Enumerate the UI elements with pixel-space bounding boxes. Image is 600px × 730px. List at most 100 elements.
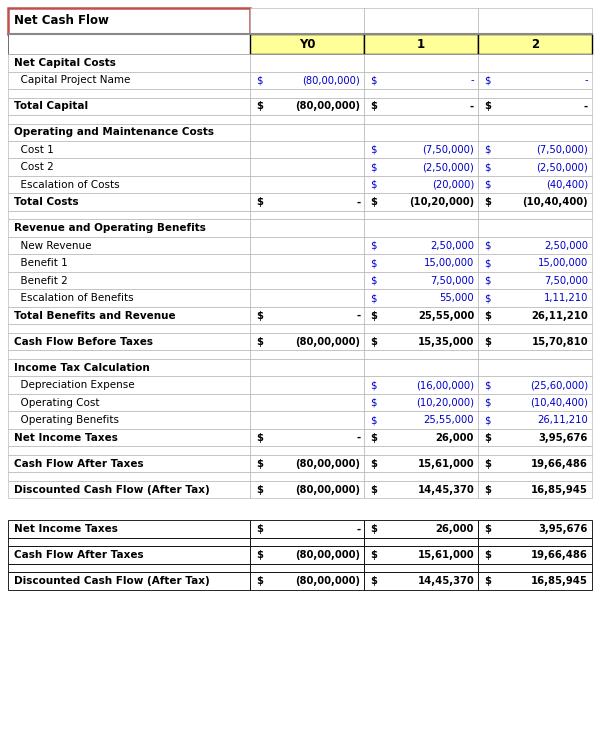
Bar [364, 447, 478, 455]
Text: $: $ [484, 145, 491, 155]
Bar [478, 123, 592, 141]
Text: Cost 2: Cost 2 [14, 162, 54, 172]
Bar [8, 34, 250, 54]
Bar [364, 72, 478, 89]
Bar [8, 538, 250, 547]
Bar [364, 564, 478, 572]
Bar [364, 538, 478, 547]
Bar [8, 123, 250, 141]
Bar [364, 481, 478, 499]
Text: $: $ [370, 145, 377, 155]
Text: (40,400): (40,400) [546, 180, 588, 190]
Text: $: $ [484, 180, 491, 190]
Bar [8, 547, 250, 564]
Bar [250, 211, 364, 220]
Bar [250, 158, 364, 176]
Text: 14,45,370: 14,45,370 [418, 485, 474, 495]
Bar [8, 325, 250, 333]
Text: (80,00,000): (80,00,000) [295, 101, 360, 111]
Bar [478, 350, 592, 359]
Bar [364, 290, 478, 307]
Text: Total Costs: Total Costs [14, 197, 79, 207]
Text: $: $ [370, 485, 377, 495]
Bar [364, 237, 478, 255]
Bar [8, 572, 250, 590]
Text: 19,66,486: 19,66,486 [531, 550, 588, 560]
Bar [250, 572, 364, 590]
Text: (80,00,000): (80,00,000) [295, 458, 360, 469]
Bar [8, 520, 250, 538]
Bar [250, 98, 364, 115]
Bar [8, 350, 250, 359]
Bar [478, 8, 592, 34]
Bar [250, 538, 364, 547]
Bar [250, 115, 364, 123]
Text: $: $ [484, 75, 491, 85]
Text: 55,000: 55,000 [439, 293, 474, 303]
Text: $: $ [370, 311, 377, 320]
Text: $: $ [370, 197, 377, 207]
Text: 26,000: 26,000 [436, 524, 474, 534]
Bar [478, 211, 592, 220]
Bar [250, 176, 364, 193]
Bar [250, 72, 364, 89]
Text: 26,11,210: 26,11,210 [531, 311, 588, 320]
Bar [478, 141, 592, 158]
Text: Escalation of Costs: Escalation of Costs [14, 180, 119, 190]
Bar [250, 394, 364, 412]
Text: 2: 2 [531, 37, 539, 50]
Bar [478, 54, 592, 72]
Text: Net Capital Costs: Net Capital Costs [14, 58, 116, 68]
Bar [478, 394, 592, 412]
Bar [250, 54, 364, 72]
Bar [478, 72, 592, 89]
Text: 2,50,000: 2,50,000 [430, 241, 474, 250]
Text: $: $ [370, 293, 377, 303]
Bar [250, 333, 364, 350]
Bar [478, 34, 592, 54]
Bar [250, 412, 364, 429]
Text: $: $ [484, 576, 491, 586]
Bar [250, 455, 364, 472]
Text: $: $ [256, 485, 263, 495]
Text: 3,95,676: 3,95,676 [539, 433, 588, 443]
Bar [250, 237, 364, 255]
Text: 15,35,000: 15,35,000 [418, 337, 474, 347]
Text: $: $ [370, 276, 377, 285]
Text: Benefit 2: Benefit 2 [14, 276, 68, 285]
Text: Operating and Maintenance Costs: Operating and Maintenance Costs [14, 127, 214, 137]
Bar [364, 520, 478, 538]
Bar [250, 325, 364, 333]
Bar [478, 520, 592, 538]
Bar [8, 72, 250, 89]
Text: (10,20,000): (10,20,000) [409, 197, 474, 207]
Bar [250, 547, 364, 564]
Text: (10,40,400): (10,40,400) [530, 398, 588, 408]
Text: Discounted Cash Flow (After Tax): Discounted Cash Flow (After Tax) [14, 576, 210, 586]
Bar [250, 141, 364, 158]
Text: (80,00,000): (80,00,000) [295, 337, 360, 347]
Bar [8, 359, 250, 377]
Bar [8, 211, 250, 220]
Text: 15,61,000: 15,61,000 [418, 550, 474, 560]
Bar [478, 220, 592, 237]
Text: 25,55,000: 25,55,000 [424, 415, 474, 426]
Text: $: $ [256, 433, 263, 443]
Text: $: $ [370, 162, 377, 172]
Text: (7,50,000): (7,50,000) [536, 145, 588, 155]
Bar [478, 176, 592, 193]
Bar [8, 237, 250, 255]
Text: $: $ [370, 550, 377, 560]
Text: $: $ [370, 337, 377, 347]
Text: $: $ [484, 241, 491, 250]
Text: $: $ [256, 311, 263, 320]
Bar [250, 359, 364, 377]
Text: Net Income Taxes: Net Income Taxes [14, 433, 118, 443]
Text: Escalation of Benefits: Escalation of Benefits [14, 293, 134, 303]
Text: $: $ [370, 101, 377, 111]
Text: $: $ [256, 550, 263, 560]
Bar [8, 89, 250, 98]
Bar [8, 158, 250, 176]
Bar [8, 481, 250, 499]
Text: 16,85,945: 16,85,945 [531, 576, 588, 586]
